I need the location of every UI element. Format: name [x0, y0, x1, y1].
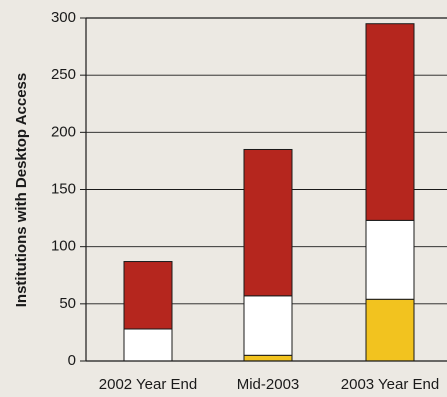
y-tick-label: 300 [51, 9, 76, 26]
y-tick-label: 0 [68, 352, 76, 369]
bar-segment [365, 219, 415, 300]
x-tick-label: Mid-2003 [237, 376, 300, 393]
y-tick-label: 150 [51, 180, 76, 197]
y-tick-label: 100 [51, 238, 76, 255]
bar-segment [243, 295, 293, 356]
x-tick-label: 2003 Year End [341, 376, 439, 393]
y-tick-label: 50 [59, 295, 76, 312]
bar-segment [243, 148, 293, 297]
bar-segment [365, 298, 415, 362]
y-ticks: 0 50 100 150 200 250 300 [51, 9, 86, 369]
x-tick-label: 2002 Year End [99, 376, 197, 393]
x-ticks: 2002 Year End Mid-2003 2003 Year End [99, 376, 439, 393]
y-tick-label: 200 [51, 123, 76, 140]
bar-segment [123, 328, 173, 362]
bars [123, 23, 415, 362]
y-axis-label: Institutions with Desktop Access [13, 73, 30, 308]
bar-segment [243, 354, 293, 362]
y-tick-label: 250 [51, 66, 76, 83]
bar-segment [123, 261, 173, 330]
bar-segment [365, 23, 415, 221]
